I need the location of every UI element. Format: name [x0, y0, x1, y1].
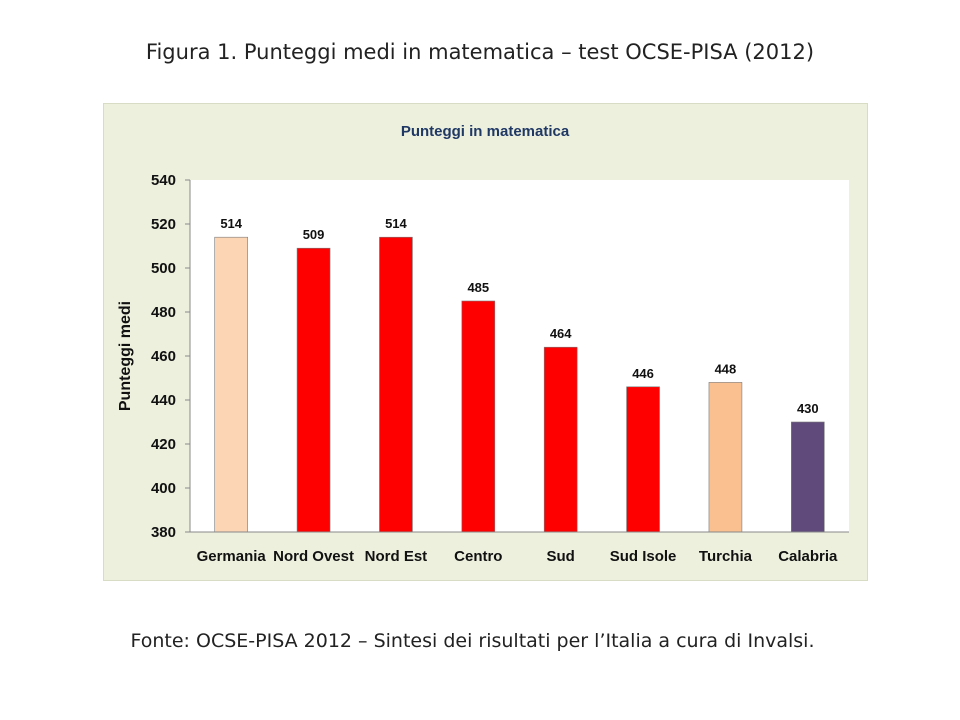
bar-nord-est: [379, 236, 413, 533]
y-tick-label: 460: [151, 348, 176, 365]
source-note: Fonte: OCSE-PISA 2012 – Sintesi dei risu…: [130, 630, 815, 652]
bar-sud-isole: [626, 386, 660, 533]
y-axis-label: Punteggi medi: [117, 301, 134, 411]
x-tick-label: Sud: [547, 548, 575, 565]
bar-turchia: [708, 382, 743, 533]
x-tick-label: Sud Isole: [610, 548, 677, 565]
data-label: 514: [220, 216, 242, 231]
y-tick-label: 440: [151, 392, 176, 409]
data-label: 446: [632, 366, 654, 381]
chart-area: Punteggi in matematica Punteggi medi 380…: [103, 103, 868, 581]
x-tick-label: Nord Ovest: [273, 548, 354, 565]
y-tick-label: 380: [151, 524, 176, 541]
bar-germania: [214, 236, 248, 533]
x-tick-label: Germania: [197, 548, 267, 565]
figure-title: Figura 1. Punteggi medi in matematica – …: [145, 40, 815, 64]
data-label: 430: [797, 401, 819, 416]
bar-chart: Punteggi in matematica Punteggi medi 380…: [117, 123, 849, 565]
bar-calabria: [791, 421, 825, 533]
data-label: 485: [467, 280, 489, 295]
y-tick-label: 400: [151, 480, 176, 497]
y-tick-label: 540: [151, 172, 176, 189]
data-label: 464: [550, 326, 572, 341]
data-label: 509: [303, 227, 325, 242]
y-tick-label: 520: [151, 216, 176, 233]
data-labels: 514 509 514 485 464 446 448 430: [220, 216, 818, 416]
data-label: 448: [715, 361, 737, 376]
plot-area: [190, 180, 849, 532]
data-label: 514: [385, 216, 407, 231]
bar-centro: [461, 300, 496, 533]
x-tick-label: Calabria: [778, 548, 838, 565]
x-tick-label: Centro: [454, 548, 502, 565]
y-tick-label: 480: [151, 304, 176, 321]
bar-nord-ovest: [296, 247, 331, 533]
bars: [214, 236, 825, 533]
x-axis: Germania Nord Ovest Nord Est Centro Sud Sud I…: [197, 548, 838, 565]
chart-title: Punteggi in matematica: [401, 123, 570, 140]
x-tick-label: Nord Est: [365, 548, 428, 565]
y-axis: 380 400 420 440 460 480 500 520 540: [151, 172, 190, 541]
y-tick-label: 500: [151, 260, 176, 277]
y-tick-label: 420: [151, 436, 176, 453]
x-tick-label: Turchia: [699, 548, 753, 565]
bar-sud: [543, 346, 578, 533]
